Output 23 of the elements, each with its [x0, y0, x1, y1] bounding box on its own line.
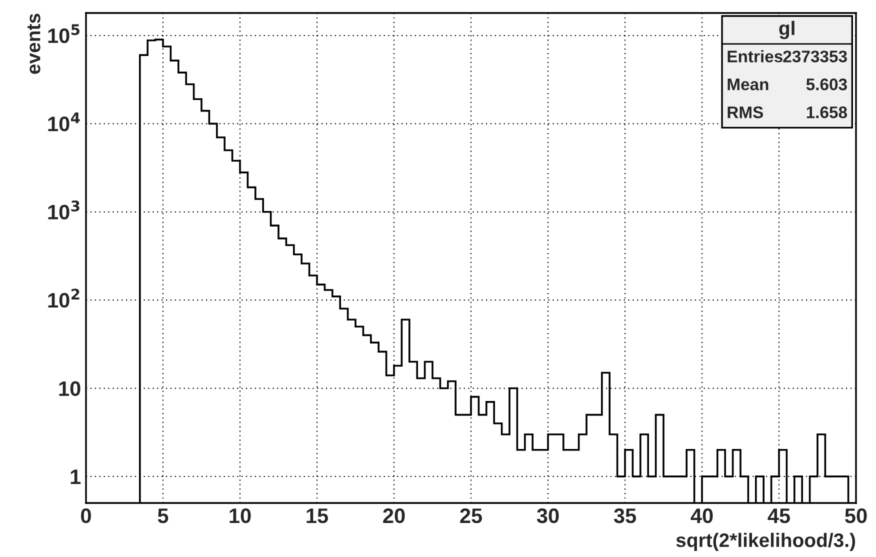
- annotation: gl: [779, 20, 794, 40]
- x-tick-label: 25: [460, 508, 482, 524]
- x-tick-label: 5: [158, 508, 168, 524]
- x-tick-label: 0: [81, 508, 91, 524]
- x-tick-label: 15: [306, 508, 328, 524]
- x-tick-label: 45: [768, 508, 790, 524]
- x-axis-title: sqrt(2*likelihood/3.): [676, 532, 856, 551]
- x-tick-label: 50: [845, 508, 867, 524]
- annotation: Entries2373353: [728, 50, 847, 62]
- y-tick-label: 10$^{5}$: [48, 24, 80, 44]
- y-tick-label: 10: [59, 381, 80, 396]
- x-tick-label: 40: [690, 508, 713, 524]
- text: Mean 5.603: [728, 78, 847, 90]
- y-axis-title: events: [27, 14, 40, 74]
- x-tick-label: 20: [383, 508, 405, 524]
- y-tick-label: 10$^{3}$: [48, 200, 80, 220]
- y-tick-label: 10$^{4}$: [48, 112, 80, 132]
- x-tick-label: 30: [536, 508, 559, 524]
- x-tick-label: 10: [230, 508, 251, 524]
- x-tick-label: 35: [614, 508, 636, 524]
- y-tick-label: 10$^{2}$: [48, 288, 80, 308]
- text: RMS 1.658: [728, 106, 848, 118]
- y-tick-label: 1: [70, 470, 81, 484]
